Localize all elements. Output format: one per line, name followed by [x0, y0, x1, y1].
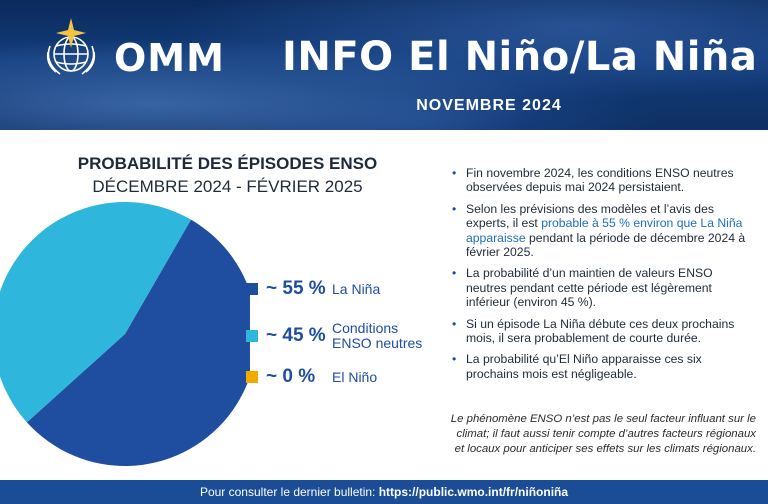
key-messages-list: Fin novembre 2024, les conditions ENSO n…: [452, 166, 752, 388]
disclaimer-note: Le phénomène ENSO n’est pas le seul fact…: [450, 413, 756, 455]
bulletin-link[interactable]: https://public.wmo.int/fr/niñoniña: [378, 485, 569, 499]
highlight-link[interactable]: probable à 55 % environ que La Niña appa…: [466, 216, 743, 245]
legend-swatch: [246, 330, 258, 342]
bullet-text: pendant la période de décembre 2024 à fé…: [466, 230, 746, 260]
org-acronym: OMM: [114, 36, 225, 80]
legend-percent: ~ 55 %: [266, 278, 326, 299]
list-item: La probabilité qu’El Niño apparaisse ces…: [452, 352, 752, 381]
legend-label: La Niña: [332, 280, 381, 297]
legend-item-el-nino: ~ 0 % El Niño: [246, 366, 377, 388]
list-item: Fin novembre 2024, les conditions ENSO n…: [452, 166, 752, 195]
header-banner: OMM INFO El Niño/La Niña NOVEMBRE 2024: [0, 0, 768, 130]
legend-swatch: [246, 283, 258, 295]
chart-subtitle: DÉCEMBRE 2024 - FÉVRIER 2025: [92, 177, 363, 196]
slice-enso-neutral: [0, 202, 191, 423]
enso-pie-chart: [0, 202, 250, 466]
list-item: Si un épisode La Niña débute ces deux pr…: [452, 317, 752, 346]
legend-label: El Niño: [332, 368, 378, 385]
legend-item-enso-neutral: ~ 45 % Conditions ENSO neutres: [246, 321, 422, 351]
legend-item-la-nina: ~ 55 % La Niña: [246, 278, 380, 300]
bulletin-title: INFO El Niño/La Niña: [282, 34, 758, 80]
legend-percent: ~ 45 %: [266, 325, 326, 346]
footer-bar: Pour consulter le dernier bulletin: http…: [0, 480, 768, 504]
bullet-text: Selon les prévisions des modèles et l’av…: [466, 201, 714, 231]
list-item: La probabilité d’un maintien de valeurs …: [452, 266, 752, 309]
legend-swatch: [246, 371, 258, 383]
legend-label: Conditions ENSO neutres: [332, 320, 423, 351]
legend-percent: ~ 0 %: [266, 366, 316, 387]
wmo-emblem-icon: [46, 18, 96, 75]
footer-text: Pour consulter le dernier bulletin:: [199, 485, 379, 499]
bulletin-month: NOVEMBRE 2024: [416, 97, 562, 114]
chart-title: PROBABILITÉ DES ÉPISODES ENSO: [77, 154, 378, 173]
list-item: Selon les prévisions des modèles et l’av…: [452, 202, 752, 260]
slice-la-nina: [26, 219, 250, 466]
